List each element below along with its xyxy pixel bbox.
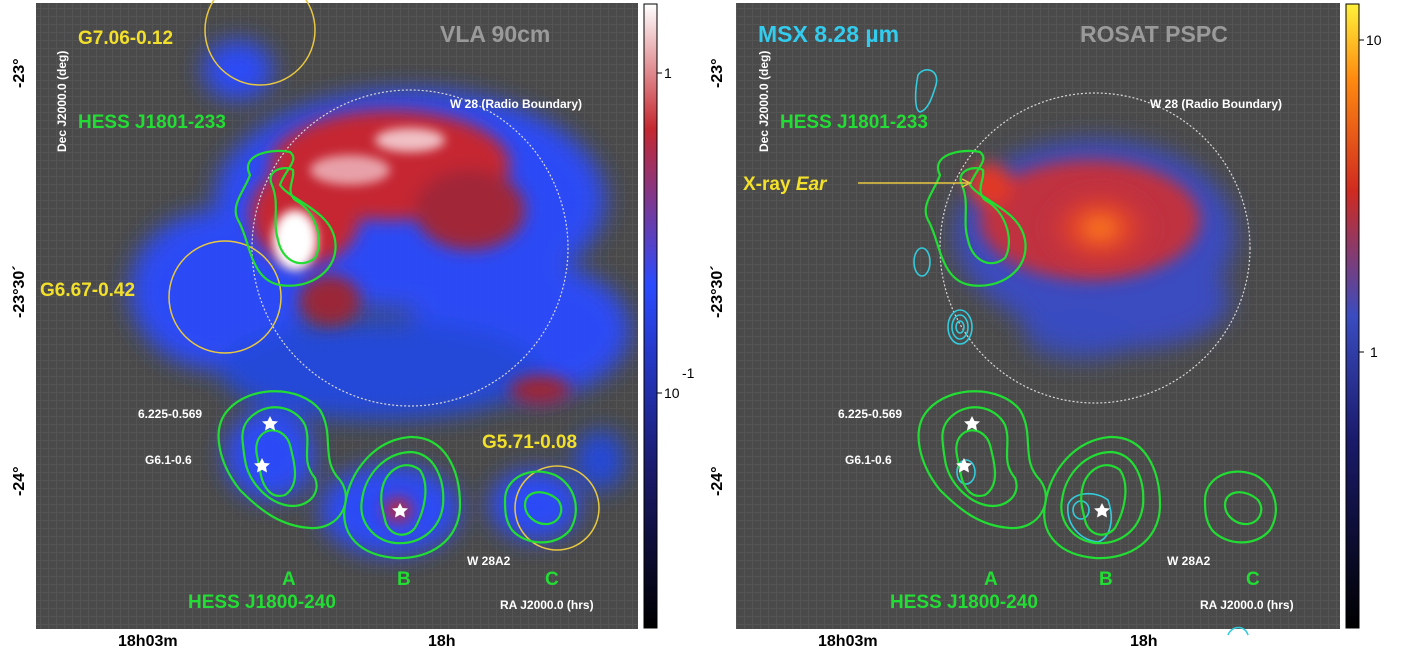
star-marker <box>254 458 270 473</box>
hess-south-b-mid-contour <box>360 450 445 545</box>
g571-label: G5.71-0.08 <box>482 432 577 453</box>
star-marker <box>964 416 980 431</box>
left-radio-emission <box>130 40 630 555</box>
w28a2-label: W 28A2 <box>1167 554 1211 568</box>
colorbar-exponent-label: -1 <box>682 365 695 381</box>
dec-tick-label: -23°30´ <box>709 265 726 318</box>
hess-south-a-mid-contour <box>241 406 318 508</box>
ra-axis-title: RA J2000.0 (hrs) <box>1200 598 1294 612</box>
right-xray-emission <box>955 140 1235 360</box>
hess-north-outer-contour <box>234 149 337 287</box>
right-star-markers <box>956 416 1110 518</box>
star-marker <box>262 416 278 431</box>
colorbar-tick-label: 10 <box>1366 32 1382 48</box>
msx-contour <box>947 309 973 345</box>
colorbar-tick-label: 1 <box>1370 344 1378 360</box>
source-g61-label: G6.1-0.6 <box>145 453 192 467</box>
hess-south-a-inner-contour <box>955 429 997 498</box>
hess-north-label: HESS J1801-233 <box>780 112 928 133</box>
hess-south-a-mid-contour <box>941 406 1018 508</box>
component-a-label: A <box>282 569 296 590</box>
w28-label: W 28 (Radio Boundary) <box>1150 97 1282 111</box>
hess-south-a-inner-contour <box>255 429 297 498</box>
star-marker <box>1094 503 1110 518</box>
xray-ear-label: X-ray Ear <box>743 174 828 195</box>
g667-circle <box>168 240 282 354</box>
msx-contour <box>1067 492 1112 543</box>
component-a-label: A <box>984 569 998 590</box>
hess-south-c-inner-contour <box>523 491 563 526</box>
msx-contour <box>914 69 938 113</box>
g667-label: G6.67-0.42 <box>40 280 135 301</box>
hess-north-inner-contour <box>269 167 320 265</box>
right-hess-contours <box>917 149 1277 560</box>
hess-north-outer-contour <box>924 149 1027 287</box>
star-marker <box>392 503 408 518</box>
component-c-label: C <box>545 569 559 590</box>
left-panel: VLA 90cm G7.06-0.12 HESS J1801-233 G6.67… <box>11 0 695 650</box>
hess-south-b-inner-contour <box>380 464 427 536</box>
hess-south-c-outer-contour <box>503 470 577 544</box>
hess-south-label: HESS J1800-240 <box>188 592 336 613</box>
hess-south-b-outer-contour <box>1043 435 1162 560</box>
hess-south-c-inner-contour <box>1223 491 1263 526</box>
source-6225-label: 6.225-0.569 <box>838 407 902 421</box>
w28-label: W 28 (Radio Boundary) <box>450 97 582 111</box>
dec-tick-label: -24° <box>11 466 28 496</box>
g706-label: G7.06-0.12 <box>78 28 173 49</box>
source-g61-label: G6.1-0.6 <box>845 453 892 467</box>
hess-north-label: HESS J1801-233 <box>78 112 226 133</box>
msx-contour <box>1227 626 1249 636</box>
right-panel-title: ROSAT PSPC <box>1080 21 1228 47</box>
msx-contours <box>913 69 1249 636</box>
component-b-label: B <box>1099 569 1113 590</box>
right-colorbar <box>1345 3 1360 629</box>
ear-arrow-head <box>961 178 972 188</box>
w28-boundary-circle <box>939 92 1251 404</box>
component-c-label: C <box>1246 569 1260 590</box>
hess-south-b-mid-contour <box>1060 450 1145 545</box>
colorbar-tick-label: 10 <box>664 385 680 401</box>
g571-circle <box>514 465 600 551</box>
left-star-markers <box>254 416 408 518</box>
hess-south-label: HESS J1800-240 <box>890 592 1038 613</box>
right-panel: MSX 8.28 µm ROSAT PSPC HESS J1801-233 X-… <box>709 3 1382 650</box>
hess-north-inner-contour <box>959 167 1010 265</box>
left-panel-title: VLA 90cm <box>440 21 550 47</box>
hess-south-c-outer-contour <box>1203 470 1277 544</box>
dec-tick-label: -24° <box>709 466 726 496</box>
star-marker <box>956 458 972 473</box>
left-colorbar <box>643 3 658 629</box>
source-6225-label: 6.225-0.569 <box>138 407 202 421</box>
hess-south-b-inner-contour <box>1080 464 1127 536</box>
ra-tick-label: 18h03m <box>818 633 878 650</box>
msx-contour <box>956 459 976 485</box>
left-hess-contours <box>217 149 577 560</box>
dec-axis-title: Dec J2000.0 (deg) <box>55 51 69 152</box>
hess-south-a-outer-contour <box>917 390 1047 530</box>
msx-contour <box>913 247 931 277</box>
xray-ear-label-prefix: X-ray <box>743 174 796 195</box>
msx-contour <box>955 320 965 334</box>
colorbar-tick-label: 1 <box>664 65 672 81</box>
dec-tick-label: -23° <box>709 58 726 88</box>
ra-tick-label: 18h03m <box>118 633 178 650</box>
ra-axis-title: RA J2000.0 (hrs) <box>500 598 594 612</box>
ra-tick-label: 18h <box>428 633 456 650</box>
dec-tick-label: -23°30´ <box>11 265 28 318</box>
xray-ear-label-emphasis: Ear <box>796 174 828 195</box>
msx-contour <box>951 314 969 340</box>
msx-overlay-title: MSX 8.28 µm <box>758 21 899 47</box>
ra-tick-label: 18h <box>1130 633 1158 650</box>
dec-axis-title: Dec J2000.0 (deg) <box>757 51 771 152</box>
hess-south-b-outer-contour <box>343 435 462 560</box>
g706-circle <box>204 0 316 86</box>
w28a2-label: W 28A2 <box>467 554 511 568</box>
hess-south-a-outer-contour <box>217 390 347 530</box>
dec-tick-label: -23° <box>11 58 28 88</box>
component-b-label: B <box>397 569 411 590</box>
